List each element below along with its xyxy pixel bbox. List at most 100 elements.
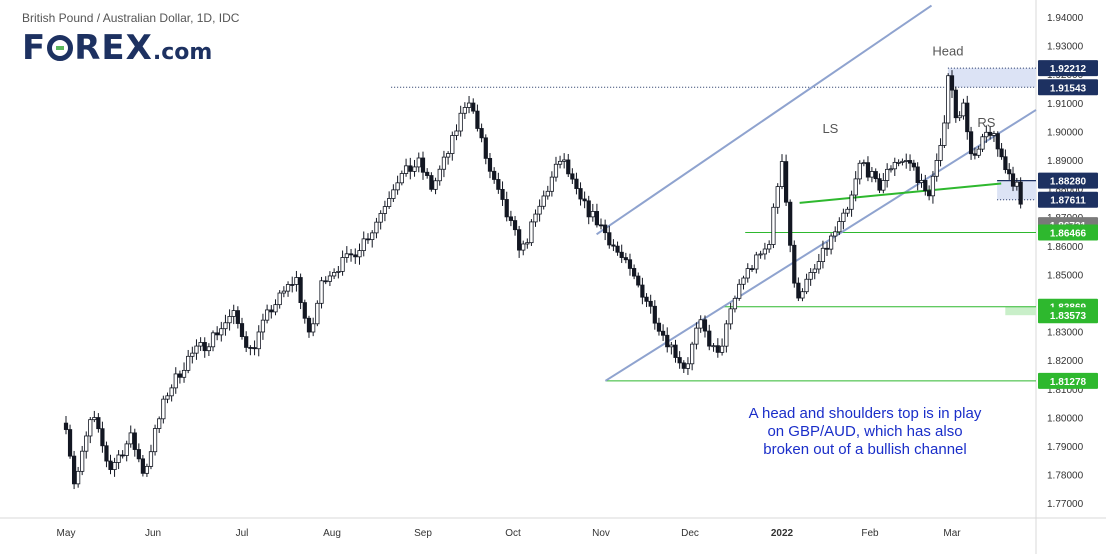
candle-up — [833, 231, 838, 237]
candle-down — [1010, 173, 1016, 187]
candle-down — [574, 178, 579, 189]
candle-down — [627, 259, 633, 269]
candle-down — [132, 432, 137, 450]
y-axis-tick-label: 1.80000 — [1047, 413, 1084, 424]
candle-down — [911, 162, 916, 168]
candle-down — [915, 166, 920, 183]
candle-up — [458, 112, 463, 132]
price-label-box — [1038, 60, 1098, 77]
candle-down — [611, 244, 616, 247]
candle-up — [549, 176, 554, 192]
y-axis-tick-label: 1.81000 — [1047, 385, 1084, 396]
candle-down — [475, 110, 480, 129]
candle-down — [500, 188, 505, 200]
candle-down — [999, 148, 1004, 158]
candle-down — [968, 131, 974, 155]
candle-up — [382, 206, 388, 214]
candle-up — [529, 221, 534, 244]
candle-down — [570, 173, 575, 180]
candle-down — [652, 305, 657, 324]
pattern-annotation: Head — [932, 44, 963, 59]
candle-up — [231, 310, 236, 317]
y-axis-tick-label: 1.90000 — [1047, 127, 1084, 138]
candle-down — [972, 153, 977, 156]
candle-down — [1003, 156, 1008, 171]
candle-up — [92, 417, 97, 421]
candle-down — [517, 229, 522, 251]
note-line: broken out of a bullish channel — [763, 441, 967, 458]
pattern-annotation: LS — [822, 121, 838, 136]
candle-up — [344, 253, 349, 258]
candle-down — [483, 137, 488, 159]
candle-up — [315, 302, 320, 325]
candle-down — [104, 445, 109, 462]
candle-up — [732, 297, 738, 310]
candle-up — [590, 211, 595, 218]
neckline — [799, 182, 1002, 204]
candle-down — [252, 347, 257, 350]
candle-down — [988, 131, 993, 136]
price-label-box — [1038, 191, 1098, 208]
candle-up — [525, 242, 530, 245]
candle-down — [598, 224, 604, 227]
candle-down — [269, 309, 274, 313]
candle-down — [873, 171, 878, 180]
candle-down — [136, 449, 141, 460]
candle-down — [120, 454, 125, 457]
candle-up — [169, 387, 174, 397]
candle-down — [323, 280, 328, 283]
candle-up — [758, 253, 763, 256]
candle-down — [995, 133, 1000, 150]
candle-up — [157, 418, 162, 429]
candle-down — [71, 455, 77, 485]
candle-down — [429, 175, 434, 190]
candle-up — [357, 250, 362, 258]
candle-down — [239, 323, 245, 337]
candle-up — [206, 346, 211, 352]
candle-up — [466, 102, 472, 108]
candle-up — [181, 369, 187, 378]
candle-down — [566, 159, 571, 175]
candle-up — [433, 180, 438, 190]
candle-down — [425, 171, 430, 176]
candle-up — [896, 161, 901, 164]
candle-up — [841, 212, 846, 223]
chart-symbol-title: British Pound / Australian Dollar, 1D, I… — [22, 11, 240, 25]
y-axis-tick-label: 1.79000 — [1047, 442, 1084, 453]
candle-up — [934, 160, 939, 177]
candle-down — [67, 429, 73, 457]
candle-up — [685, 363, 691, 369]
candle-up — [403, 165, 409, 174]
candle-up — [737, 283, 742, 299]
candle-up — [885, 168, 890, 181]
candle-up — [327, 275, 333, 282]
candle-up — [775, 186, 780, 208]
candle-up — [728, 308, 733, 325]
x-axis-tick-label: Mar — [943, 528, 961, 539]
y-axis-tick-label: 1.89000 — [1047, 156, 1084, 167]
candle-up — [336, 270, 341, 273]
candle-up — [285, 284, 291, 292]
candle-down — [353, 254, 358, 258]
candle-down — [796, 282, 801, 299]
x-axis-tick-label: Dec — [681, 528, 699, 539]
candle-down — [783, 161, 789, 203]
candle-up — [148, 451, 154, 467]
price-label-text: 1.91543 — [1050, 83, 1087, 94]
candle-down — [365, 238, 371, 241]
candle-down — [702, 319, 708, 332]
price-label-text: 1.86466 — [1050, 228, 1087, 239]
candle-up — [545, 190, 550, 197]
candle-up — [311, 323, 316, 333]
candle-down — [707, 330, 712, 347]
y-axis-tick-label: 1.77000 — [1047, 499, 1084, 510]
candle-down — [177, 373, 183, 378]
candle-up — [227, 316, 232, 324]
candle-down — [656, 322, 662, 332]
y-axis-tick-label: 1.82000 — [1047, 356, 1084, 367]
candle-up — [991, 133, 997, 136]
candle-down — [623, 257, 628, 261]
candle-up — [441, 156, 447, 170]
candle-up — [88, 419, 93, 437]
